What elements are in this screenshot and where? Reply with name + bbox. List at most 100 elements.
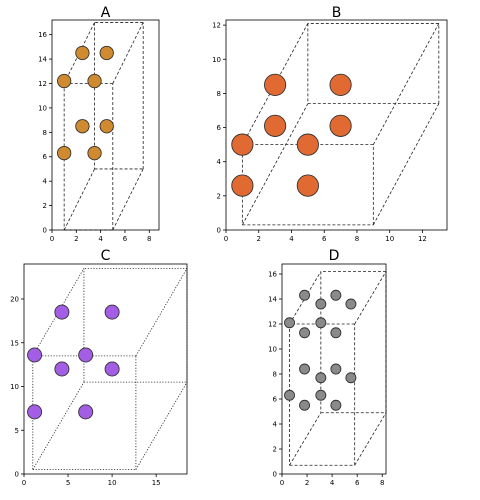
y-tick-label: 12 bbox=[212, 22, 221, 30]
data-point bbox=[315, 317, 327, 329]
box-edge bbox=[112, 22, 144, 84]
axes-frame bbox=[23, 263, 188, 475]
y-tick-label: 6 bbox=[273, 396, 278, 404]
x-tick-label: 4 bbox=[289, 235, 294, 243]
data-point bbox=[299, 327, 311, 339]
data-point bbox=[264, 114, 287, 137]
data-point bbox=[75, 119, 90, 134]
data-point bbox=[296, 133, 319, 156]
x-tick-label: 0 bbox=[50, 235, 54, 243]
y-tick-label: 0 bbox=[217, 227, 221, 235]
y-tick-label: 8 bbox=[43, 129, 47, 137]
data-point bbox=[315, 389, 327, 401]
y-tick-label: 0 bbox=[15, 471, 19, 479]
data-point bbox=[264, 73, 287, 96]
panel-A: A 0 2 4 6 8 0 2 4 6 8 10 12 14 16 bbox=[38, 5, 160, 243]
x-tick-label: 4 bbox=[98, 235, 103, 243]
data-point bbox=[57, 73, 72, 89]
x-tick-label: 10 bbox=[108, 479, 117, 487]
y-tick-label: 6 bbox=[217, 124, 222, 132]
data-point bbox=[231, 174, 254, 197]
x-tick-label: 2 bbox=[305, 479, 309, 487]
data-point bbox=[27, 347, 43, 363]
data-point bbox=[54, 361, 70, 377]
data-point bbox=[299, 289, 311, 301]
y-tick-label: 14 bbox=[268, 296, 277, 304]
y-tick-label: 2 bbox=[43, 202, 47, 210]
panel-B: B 0 2 4 6 8 10 12 0 2 4 6 8 10 12 bbox=[212, 5, 448, 243]
x-tick-label: 6 bbox=[322, 235, 327, 243]
y-tick-label: 14 bbox=[38, 56, 47, 64]
panel-title: D bbox=[329, 248, 340, 264]
y-tick-label: 16 bbox=[38, 31, 47, 39]
data-point bbox=[284, 389, 295, 401]
x-tick-label: 2 bbox=[74, 235, 78, 243]
data-point bbox=[99, 119, 114, 134]
data-point bbox=[296, 174, 319, 197]
x-tick-label: 0 bbox=[22, 479, 26, 487]
box-edge bbox=[372, 103, 440, 226]
axes-frame bbox=[225, 19, 448, 231]
data-point bbox=[315, 372, 327, 384]
y-tick-label: 10 bbox=[212, 56, 221, 64]
data-point bbox=[315, 298, 327, 310]
y-tick-label: 10 bbox=[268, 346, 277, 354]
y-tick-label: 15 bbox=[10, 339, 19, 347]
data-point bbox=[345, 372, 357, 384]
y-tick-label: 8 bbox=[273, 371, 277, 379]
data-point bbox=[231, 133, 254, 156]
box-edge bbox=[63, 168, 95, 231]
box-edge bbox=[242, 103, 309, 226]
data-point bbox=[54, 304, 70, 320]
y-tick-label: 8 bbox=[217, 90, 221, 98]
box-edge bbox=[354, 271, 387, 325]
x-tick-label: 8 bbox=[147, 235, 151, 243]
data-point bbox=[329, 73, 352, 96]
box-edge bbox=[63, 22, 95, 84]
axes-frame bbox=[281, 263, 387, 475]
data-point bbox=[78, 347, 94, 363]
box-edge bbox=[354, 412, 387, 466]
box-edge bbox=[372, 23, 440, 145]
y-tick-label: 4 bbox=[217, 158, 222, 166]
x-tick-label: 8 bbox=[380, 479, 384, 487]
y-tick-label: 2 bbox=[273, 446, 277, 454]
x-tick-label: 8 bbox=[355, 235, 359, 243]
y-tick-label: 0 bbox=[43, 227, 47, 235]
y-tick-label: 5 bbox=[15, 427, 19, 435]
x-tick-label: 6 bbox=[355, 479, 360, 487]
box-edge bbox=[135, 268, 188, 357]
y-tick-label: 10 bbox=[38, 104, 47, 112]
box-edge bbox=[32, 381, 85, 470]
data-point bbox=[345, 298, 357, 310]
data-point bbox=[104, 361, 120, 377]
box-edge bbox=[112, 168, 144, 231]
y-tick-label: 10 bbox=[10, 383, 19, 391]
data-point bbox=[57, 145, 72, 161]
y-tick-label: 12 bbox=[268, 321, 277, 329]
data-point bbox=[284, 317, 295, 329]
x-tick-label: 4 bbox=[330, 479, 335, 487]
box-edge bbox=[289, 412, 322, 466]
x-tick-label: 2 bbox=[257, 235, 261, 243]
data-point bbox=[87, 73, 102, 89]
data-point bbox=[330, 289, 342, 301]
data-point bbox=[75, 45, 90, 61]
x-tick-label: 5 bbox=[66, 479, 70, 487]
x-tick-label: 10 bbox=[385, 235, 394, 243]
panel-D: D 0 2 4 6 8 0 2 4 6 8 10 12 14 16 bbox=[268, 248, 387, 487]
y-tick-label: 12 bbox=[38, 80, 47, 88]
x-tick-label: 6 bbox=[123, 235, 128, 243]
data-point bbox=[78, 404, 94, 420]
y-tick-label: 16 bbox=[268, 271, 277, 279]
data-point bbox=[299, 363, 311, 375]
data-point bbox=[87, 145, 102, 161]
panel-title: B bbox=[332, 5, 342, 21]
data-point bbox=[329, 114, 352, 137]
data-point bbox=[99, 45, 114, 61]
y-tick-label: 0 bbox=[273, 471, 277, 479]
box-edge bbox=[135, 381, 188, 470]
x-tick-label: 15 bbox=[152, 479, 161, 487]
panel-title: A bbox=[101, 5, 111, 21]
